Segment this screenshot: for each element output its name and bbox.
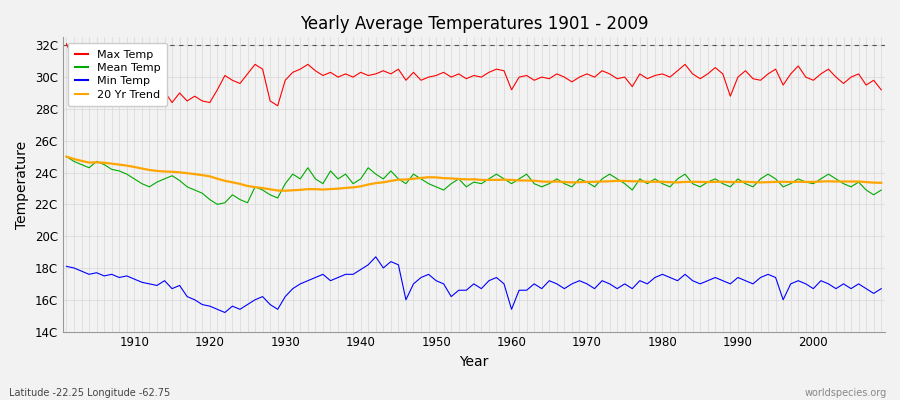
Legend: Max Temp, Mean Temp, Min Temp, 20 Yr Trend: Max Temp, Mean Temp, Min Temp, 20 Yr Tre… bbox=[68, 43, 167, 106]
Y-axis label: Temperature: Temperature bbox=[15, 140, 29, 228]
X-axis label: Year: Year bbox=[459, 355, 489, 369]
Title: Yearly Average Temperatures 1901 - 2009: Yearly Average Temperatures 1901 - 2009 bbox=[300, 15, 648, 33]
Text: Latitude -22.25 Longitude -62.75: Latitude -22.25 Longitude -62.75 bbox=[9, 388, 170, 398]
Text: worldspecies.org: worldspecies.org bbox=[805, 388, 886, 398]
